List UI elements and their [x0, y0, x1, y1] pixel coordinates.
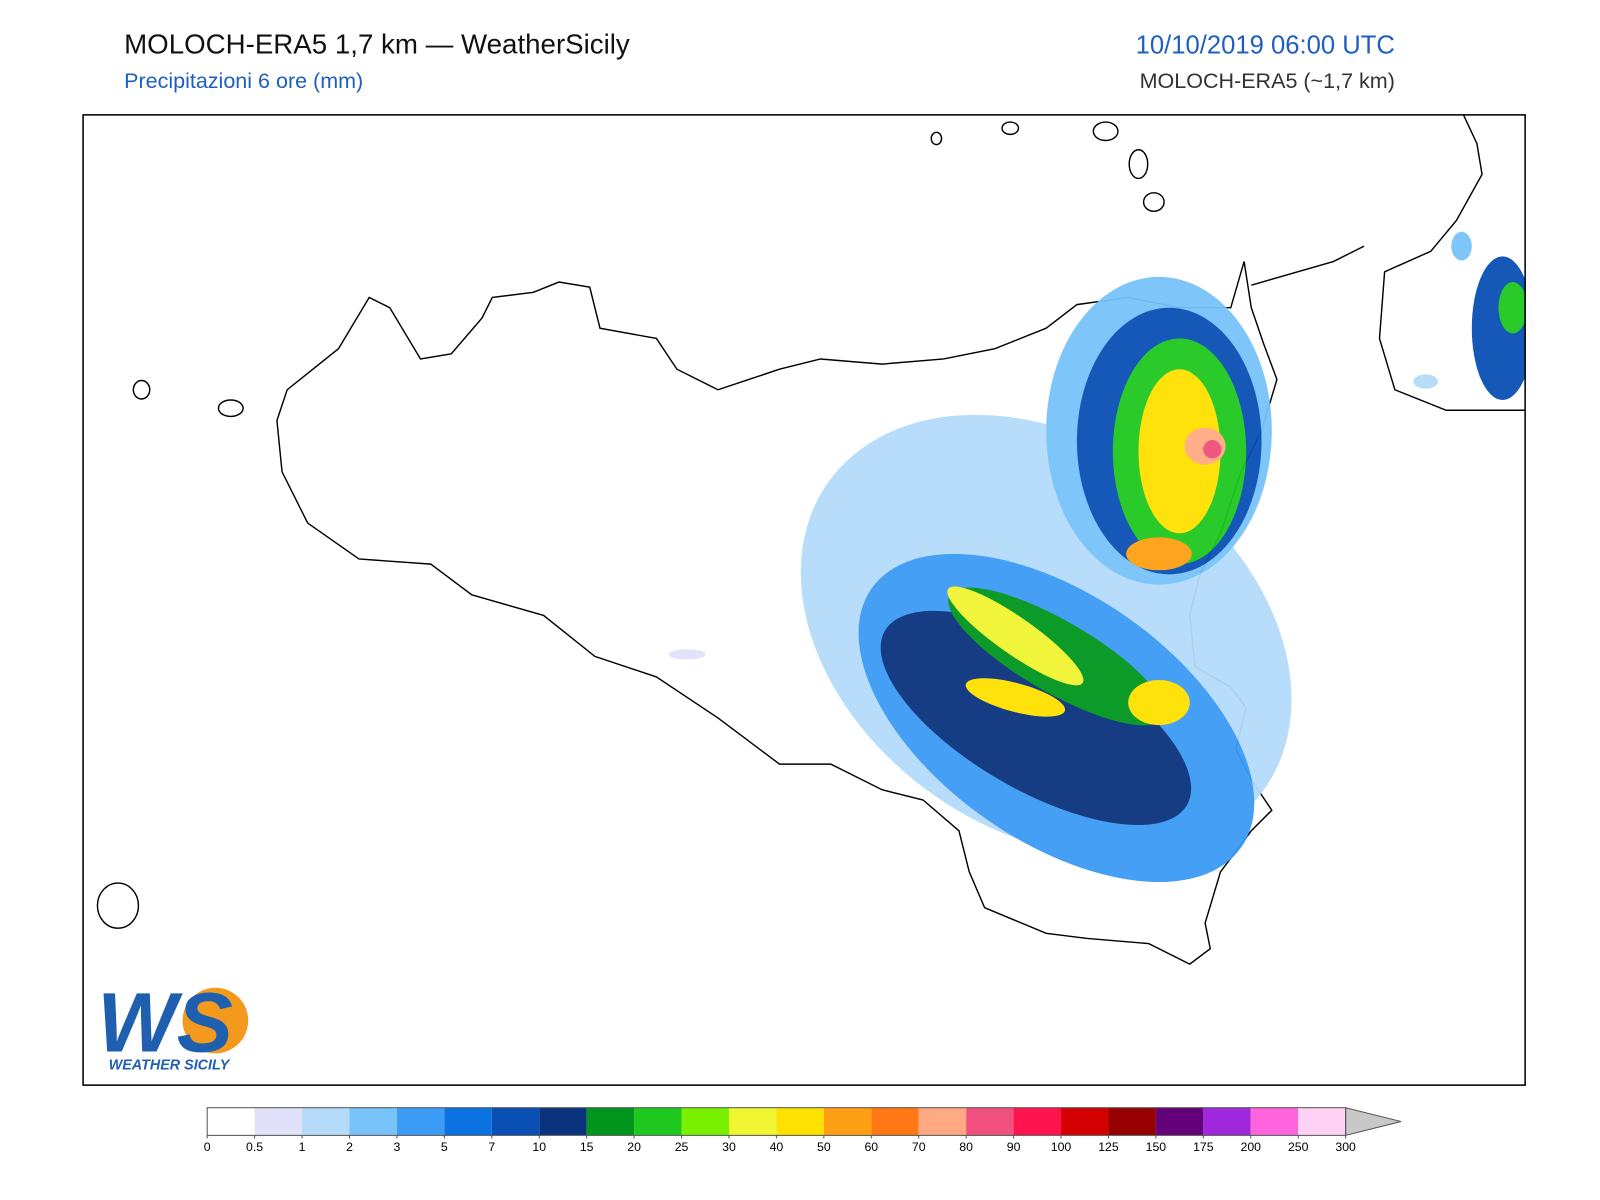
colorbar-cell: [728, 1107, 777, 1136]
colorbar-cell: [871, 1107, 919, 1136]
colorbar-cell: [254, 1107, 303, 1136]
colorbar-tick-label: 300: [1335, 1140, 1356, 1154]
colorbar-tick-label: 250: [1288, 1140, 1309, 1154]
colorbar-tick-label: 7: [488, 1140, 495, 1154]
colorbar-tick-label: 100: [1051, 1140, 1072, 1154]
colorbar-cell: [539, 1107, 587, 1136]
title: MOLOCH-ERA5 1,7 km — WeatherSicily: [124, 28, 630, 59]
colorbar-cell: [207, 1107, 255, 1136]
colorbar-tick-label: 25: [675, 1140, 689, 1154]
colorbar-tick-label: 1: [299, 1140, 306, 1154]
map: [96, 114, 1526, 965]
colorbar-tick-label: 10: [532, 1140, 546, 1154]
colorbar: 0 0.5 1 2 3 5 7 10 15 20 25 30 40 50 60 70 80 90 100 125 150…: [204, 1107, 1402, 1154]
subtitle: Precipitazioni 6 ore (mm): [124, 69, 363, 93]
colorbar-tick-label: 3: [394, 1140, 401, 1154]
colorbar-tick-label: 150: [1146, 1140, 1167, 1154]
colorbar-tick-label: 175: [1193, 1140, 1214, 1154]
colorbar-tick-label: 0: [204, 1140, 211, 1154]
colorbar-tick-label: 70: [912, 1140, 926, 1154]
date: 10/10/2019 06:00 UTC: [1136, 31, 1395, 59]
colorbar-tick-label: 40: [770, 1140, 784, 1154]
colorbar-cell: [1013, 1107, 1062, 1136]
colorbar-cell: [966, 1107, 1014, 1136]
logo-sun: [182, 987, 249, 1054]
colorbar-tick-label: 60: [864, 1140, 878, 1154]
colorbar-cell: [776, 1107, 824, 1136]
colorbar-tick-label: 15: [580, 1140, 594, 1154]
colorbar-cell: [396, 1107, 445, 1136]
colorbar-cell: [681, 1107, 729, 1136]
colorbar-cell: [634, 1107, 682, 1136]
colorbar-cell: [918, 1107, 967, 1136]
colorbar-tick-label: 50: [817, 1140, 831, 1154]
colorbar-extend: [1345, 1107, 1402, 1137]
logo: WS WEATHER SICILY: [97, 975, 249, 1074]
colorbar-tick-label: 80: [959, 1140, 973, 1154]
colorbar-cell: [586, 1107, 635, 1136]
colorbar-tick-label: 2: [346, 1140, 353, 1154]
colorbar-cell: [1061, 1107, 1109, 1136]
colorbar-cell: [1108, 1107, 1156, 1136]
colorbar-cell: [823, 1107, 872, 1136]
colorbar-tick-label: 125: [1098, 1140, 1119, 1154]
colorbar-cell: [1155, 1107, 1204, 1136]
colorbar-tick-label: 5: [441, 1140, 448, 1154]
colorbar-tick-label: 20: [627, 1140, 641, 1154]
map-frame: [82, 114, 1526, 1086]
logo-mark: WS: [97, 975, 232, 1069]
model: MOLOCH-ERA5 (~1,7 km): [1140, 69, 1395, 93]
colorbar-cell: [349, 1107, 397, 1136]
colorbar-cell: [444, 1107, 492, 1136]
logo-name: WEATHER SICILY: [109, 1058, 231, 1074]
colorbar-cell: [302, 1107, 350, 1136]
colorbar-tick-label: 200: [1241, 1140, 1262, 1154]
colorbar-cell: [1250, 1107, 1299, 1136]
colorbar-tick-label: 90: [1007, 1140, 1021, 1154]
colorbar-cell: [1203, 1107, 1251, 1136]
precipitation-field: [668, 231, 1526, 883]
colorbar-tick-label: 30: [722, 1140, 736, 1154]
colorbar-cell: [1298, 1107, 1346, 1136]
colorbar-cell: [491, 1107, 540, 1136]
colorbar-tick-label: 0.5: [246, 1140, 263, 1154]
